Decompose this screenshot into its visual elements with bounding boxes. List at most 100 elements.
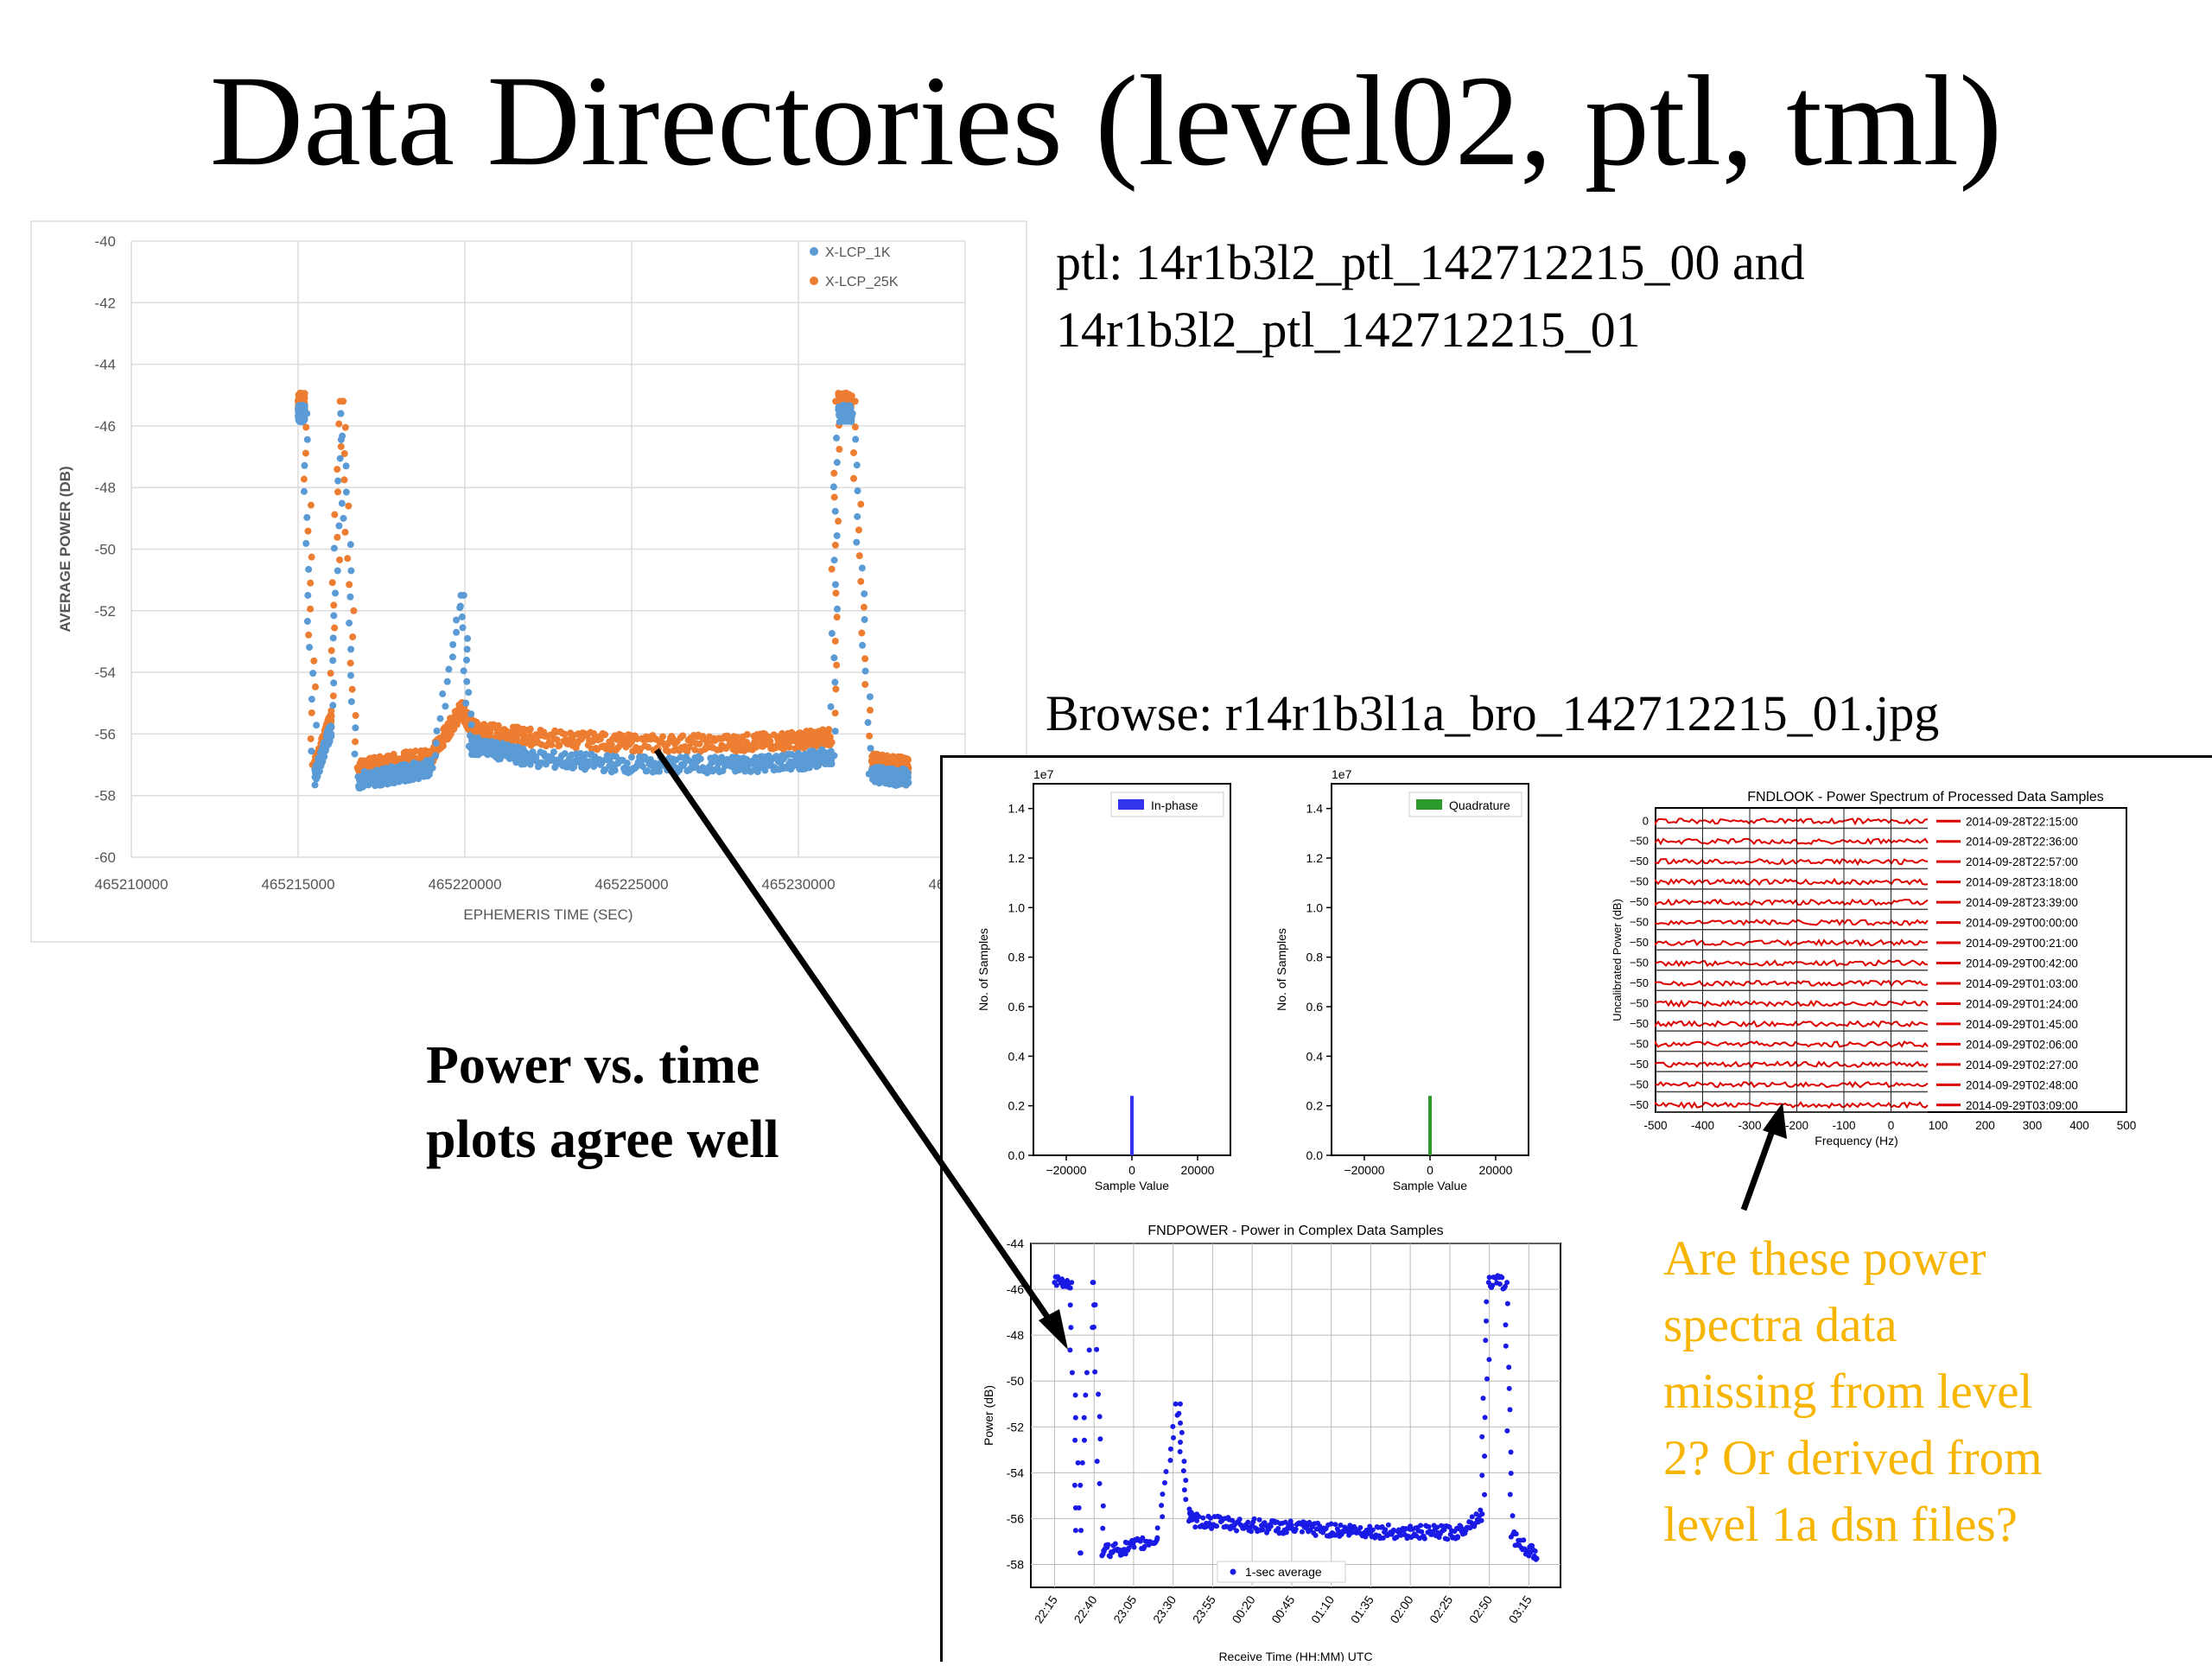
data-point xyxy=(851,423,859,431)
data-point xyxy=(301,416,308,423)
data-point xyxy=(302,423,310,431)
data-point xyxy=(832,685,840,693)
data-point xyxy=(904,756,912,764)
data-point xyxy=(301,390,308,397)
data-point xyxy=(831,709,839,717)
arrow-to-fndpower xyxy=(654,748,1068,1350)
y-tick-label: -48 xyxy=(94,480,116,496)
data-point xyxy=(335,522,343,530)
y-tick-label: -60 xyxy=(94,849,116,866)
data-point xyxy=(313,722,321,729)
data-point xyxy=(866,732,874,740)
data-point xyxy=(304,591,312,599)
data-point xyxy=(826,733,834,741)
data-point xyxy=(310,657,318,664)
data-point xyxy=(336,556,344,563)
data-point xyxy=(331,511,339,518)
data-point xyxy=(832,589,840,597)
data-point xyxy=(328,579,336,587)
data-point xyxy=(849,448,857,456)
data-point xyxy=(349,633,357,641)
data-point xyxy=(327,733,335,741)
data-point xyxy=(344,555,352,563)
data-point xyxy=(330,544,338,552)
data-point xyxy=(861,681,869,689)
slide-title: Data Directories (level02, ptl, tml) xyxy=(209,49,2003,193)
data-point xyxy=(337,410,345,417)
data-point xyxy=(304,527,312,535)
data-point xyxy=(848,392,855,400)
data-point xyxy=(548,741,556,748)
data-point xyxy=(596,735,604,743)
data-point xyxy=(685,743,693,751)
data-point xyxy=(664,747,672,755)
data-point xyxy=(850,474,858,482)
y-tick-label: -50 xyxy=(94,542,116,558)
data-point xyxy=(346,659,354,667)
data-point xyxy=(350,607,358,614)
data-point xyxy=(334,533,341,541)
data-point xyxy=(308,696,315,703)
arrow-to-fndlook xyxy=(1740,1103,1787,1211)
data-point xyxy=(336,455,344,462)
data-point xyxy=(307,735,315,743)
data-point xyxy=(831,637,839,645)
data-point xyxy=(302,449,309,457)
data-point xyxy=(329,692,337,700)
data-point xyxy=(301,461,308,469)
data-point xyxy=(659,733,667,741)
data-point xyxy=(828,739,836,747)
data-point xyxy=(679,732,687,740)
data-point xyxy=(347,697,355,705)
data-point xyxy=(346,541,354,549)
data-point xyxy=(329,657,337,664)
data-point xyxy=(340,514,347,522)
data-point xyxy=(833,614,841,621)
data-point xyxy=(830,469,838,477)
data-point xyxy=(338,499,346,507)
data-point xyxy=(340,449,348,457)
data-point xyxy=(309,670,317,677)
data-point xyxy=(346,671,354,679)
data-point xyxy=(307,579,315,587)
data-point xyxy=(301,403,308,410)
data-point xyxy=(308,747,315,755)
data-point xyxy=(311,683,319,690)
data-point xyxy=(330,612,338,620)
data-point xyxy=(342,488,350,496)
data-point xyxy=(327,646,335,654)
data-point xyxy=(835,518,842,525)
data-point xyxy=(308,553,315,561)
data-point xyxy=(352,738,359,746)
data-point xyxy=(300,475,308,483)
data-point xyxy=(346,581,353,588)
data-point xyxy=(334,466,341,474)
data-point xyxy=(828,565,836,573)
data-point xyxy=(855,526,862,534)
data-point xyxy=(300,487,308,495)
data-point xyxy=(785,743,793,751)
data-point xyxy=(645,743,652,751)
data-point xyxy=(330,679,338,687)
data-point xyxy=(347,567,355,575)
data-point xyxy=(833,661,841,669)
average-power-chart-svg: -40 -42 -44 -46 -48 -50 -52 -54 -56 -58 -60 4652100… xyxy=(57,233,1002,923)
data-point xyxy=(334,488,341,496)
data-point xyxy=(303,513,311,521)
data-point xyxy=(321,753,328,760)
data-point xyxy=(335,420,343,428)
x-tick-label: 465220000 xyxy=(428,876,501,893)
data-point xyxy=(346,620,353,627)
x-tick-label: 465215000 xyxy=(261,876,334,893)
data-point xyxy=(696,740,703,747)
data-point xyxy=(825,726,833,734)
y-tick-label: -52 xyxy=(94,603,116,620)
data-point xyxy=(342,462,350,470)
data-point xyxy=(526,725,534,733)
data-point xyxy=(345,502,353,510)
y-tick-label: -58 xyxy=(94,788,116,804)
data-point xyxy=(311,781,319,789)
data-point xyxy=(743,731,751,739)
data-point xyxy=(601,731,609,739)
